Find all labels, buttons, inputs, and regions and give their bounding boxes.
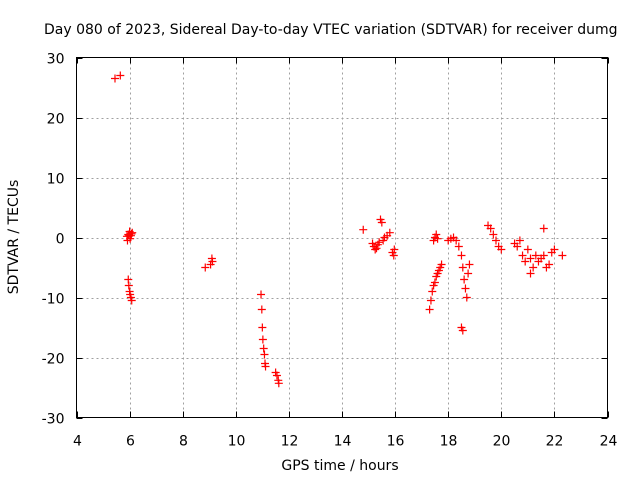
data-point [518, 251, 527, 260]
data-point [531, 251, 540, 260]
data-point [529, 263, 538, 272]
data-point [425, 305, 434, 314]
data-point [127, 296, 136, 305]
data-point [457, 251, 466, 260]
x-tick-label: 16 [387, 434, 405, 450]
data-point [523, 245, 532, 254]
data-point [491, 236, 500, 245]
data-point [110, 74, 119, 83]
data-point [359, 225, 368, 234]
data-point [539, 224, 548, 233]
data-point [126, 234, 135, 243]
x-tick-label: 20 [493, 434, 511, 450]
data-point [458, 326, 467, 335]
y-axis-label: SDTVAR / TECUs [6, 180, 22, 295]
y-tick-label: 0 [56, 232, 65, 248]
x-axis-label: GPS time / hours [281, 458, 398, 474]
data-point [465, 260, 474, 269]
data-point [452, 236, 461, 245]
data-point [428, 287, 437, 296]
data-point [526, 254, 535, 263]
data-point [259, 344, 268, 353]
y-tick-label: -20 [42, 352, 65, 368]
data-point [513, 242, 522, 251]
data-point [274, 379, 283, 388]
x-tick-label: 4 [73, 434, 82, 450]
data-point [461, 284, 470, 293]
data-point [526, 269, 535, 278]
x-tick-label: 6 [126, 434, 135, 450]
data-point [515, 236, 524, 245]
y-tick-label: 20 [47, 112, 65, 128]
data-point [385, 228, 394, 237]
data-point [486, 224, 495, 233]
data-point [464, 269, 473, 278]
data-point [377, 218, 386, 227]
x-tick-label: 24 [600, 434, 618, 450]
data-point [539, 251, 548, 260]
data-point [430, 278, 439, 287]
data-point [433, 234, 442, 243]
y-tick-label: 30 [47, 52, 65, 68]
data-point [201, 263, 210, 272]
data-point [124, 281, 133, 290]
data-point [521, 257, 530, 266]
data-point [558, 251, 567, 260]
y-tick-label: 10 [47, 172, 65, 188]
data-point [489, 230, 498, 239]
x-tick-label: 22 [546, 434, 564, 450]
data-point [432, 230, 441, 239]
y-tick-label: -30 [42, 412, 65, 428]
x-tick-label: 8 [179, 434, 188, 450]
data-point [371, 245, 380, 254]
y-tick-label: -10 [42, 292, 65, 308]
data-point [462, 293, 471, 302]
data-point [390, 245, 399, 254]
data-point [208, 257, 217, 266]
data-point [437, 260, 446, 269]
data-point [550, 245, 559, 254]
x-tick-label: 12 [281, 434, 299, 450]
chart-title: Day 080 of 2023, Sidereal Day-to-day VTE… [44, 22, 618, 38]
data-point [372, 244, 381, 253]
axis-ticks: 4 6 8 10 12 14 16 18 20 22 24 -30 -20 -10 0 10 20 30 [42, 52, 618, 450]
data-point [260, 350, 269, 359]
x-tick-label: 10 [228, 434, 246, 450]
data-point [258, 335, 267, 344]
data-point [497, 245, 506, 254]
data-point [258, 323, 267, 332]
data-point [545, 260, 554, 269]
data-point [426, 296, 435, 305]
data-points [110, 71, 567, 388]
data-point [257, 305, 266, 314]
gridlines [76, 57, 608, 418]
data-point [257, 290, 266, 299]
x-tick-label: 18 [440, 434, 458, 450]
x-tick-label: 14 [334, 434, 352, 450]
data-point [454, 242, 463, 251]
data-point [458, 263, 467, 272]
data-point [272, 371, 281, 380]
data-point [375, 238, 384, 247]
data-point [460, 275, 469, 284]
data-point [261, 362, 270, 371]
data-point [116, 71, 125, 80]
data-point [127, 229, 136, 238]
